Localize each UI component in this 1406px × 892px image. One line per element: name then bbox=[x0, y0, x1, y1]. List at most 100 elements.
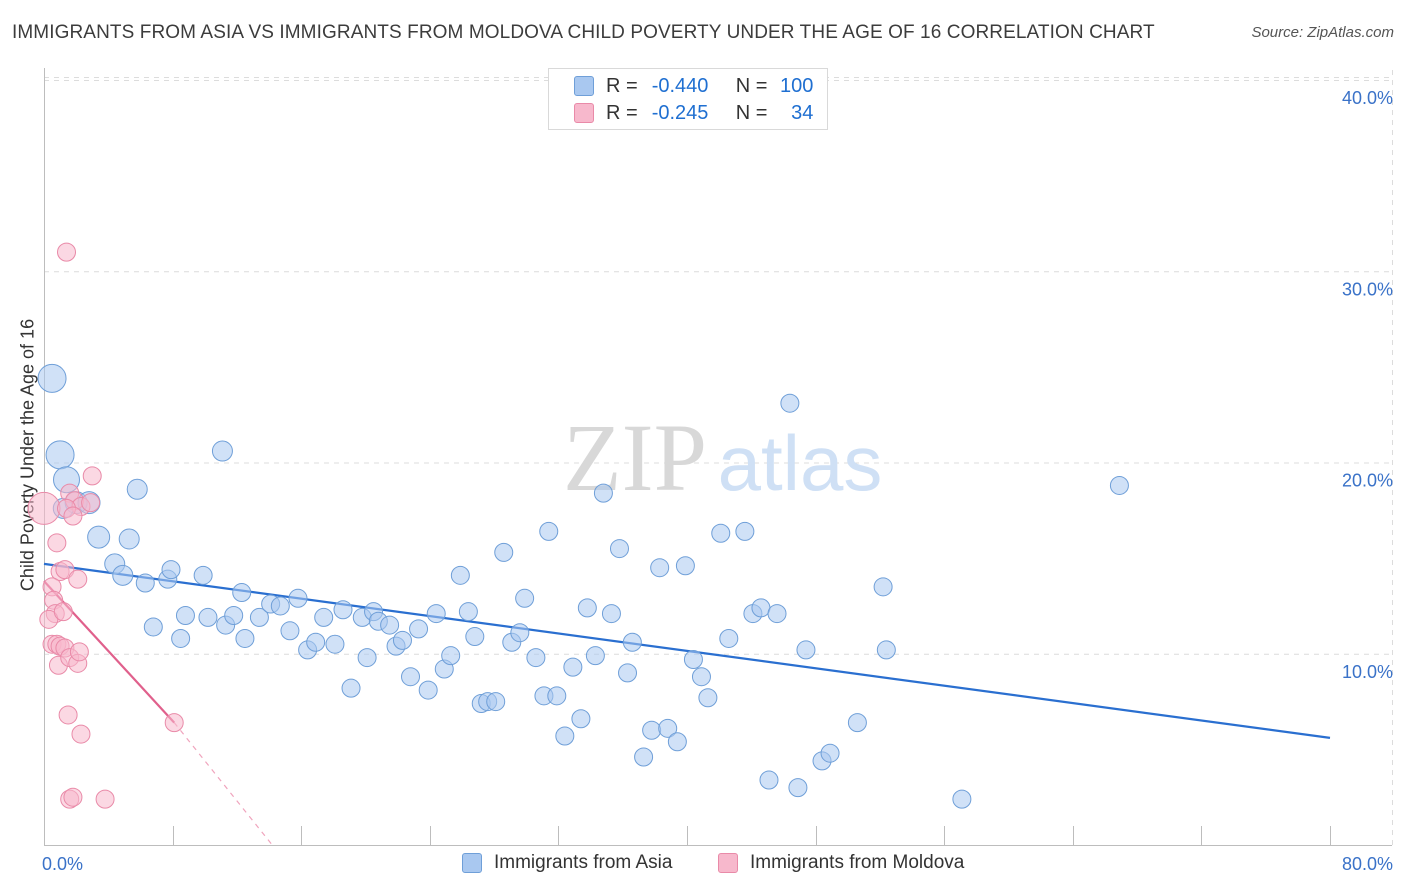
data-point-asia bbox=[820, 743, 840, 763]
data-point-asia bbox=[539, 521, 559, 541]
data-point-asia bbox=[235, 628, 255, 648]
data-point-asia bbox=[735, 521, 755, 541]
data-point-asia bbox=[357, 648, 377, 668]
stats-n-value: 100 bbox=[780, 74, 814, 97]
data-point-asia bbox=[458, 602, 478, 622]
data-point-asia bbox=[1109, 475, 1129, 495]
data-point-asia bbox=[873, 577, 893, 597]
data-point-asia bbox=[333, 600, 353, 620]
data-point-asia bbox=[249, 607, 269, 627]
data-point-asia bbox=[341, 678, 361, 698]
trend-line-moldova-extension bbox=[173, 722, 273, 846]
data-point-moldova bbox=[47, 533, 67, 553]
stats-row-asia: R = -0.440 N = 100 bbox=[549, 73, 813, 99]
data-point-asia bbox=[711, 523, 731, 543]
data-point-moldova bbox=[55, 560, 75, 580]
data-point-moldova bbox=[164, 713, 184, 733]
series-asia-points bbox=[37, 363, 1129, 809]
legend-label-moldova: Immigrants from Moldova bbox=[750, 852, 965, 873]
stats-n-label: N = bbox=[735, 74, 768, 97]
data-point-asia bbox=[161, 560, 181, 580]
data-point-asia bbox=[87, 525, 111, 549]
data-point-asia bbox=[796, 640, 816, 660]
data-point-moldova bbox=[69, 642, 89, 662]
data-point-moldova bbox=[63, 787, 83, 807]
data-point-asia bbox=[571, 709, 591, 729]
data-point-asia bbox=[418, 680, 438, 700]
data-point-asia bbox=[232, 583, 252, 603]
data-point-asia bbox=[876, 640, 896, 660]
data-point-asia bbox=[465, 627, 485, 647]
data-point-asia bbox=[37, 363, 67, 393]
data-point-asia bbox=[622, 632, 642, 652]
legend-swatch-asia bbox=[462, 853, 482, 873]
legend-item-moldova[interactable]: Immigrants from Moldova bbox=[718, 852, 964, 874]
watermark: ZIP atlas bbox=[563, 404, 882, 511]
data-point-asia bbox=[135, 573, 155, 593]
legend-swatch-moldova bbox=[718, 853, 738, 873]
data-point-asia bbox=[667, 732, 687, 752]
stats-swatch-moldova bbox=[574, 103, 594, 123]
data-point-moldova bbox=[81, 493, 101, 513]
data-point-moldova bbox=[57, 242, 77, 262]
data-point-asia bbox=[767, 604, 787, 624]
data-point-asia bbox=[675, 556, 695, 576]
data-point-asia bbox=[314, 607, 334, 627]
data-point-asia bbox=[211, 440, 233, 462]
data-point-asia bbox=[441, 646, 461, 666]
stats-r-label: R = bbox=[606, 101, 638, 124]
data-point-moldova bbox=[27, 491, 61, 525]
y-tick-label: 30.0% bbox=[1342, 279, 1393, 299]
axes bbox=[44, 68, 1392, 846]
stats-r-value: -0.245 bbox=[651, 101, 709, 124]
data-point-asia bbox=[634, 747, 654, 767]
data-point-asia bbox=[526, 648, 546, 668]
data-point-asia bbox=[563, 657, 583, 677]
data-point-asia bbox=[325, 634, 345, 654]
data-point-asia bbox=[547, 686, 567, 706]
y-tick-label: 40.0% bbox=[1342, 88, 1393, 108]
y-tick-label: 10.0% bbox=[1342, 662, 1393, 682]
data-point-asia bbox=[759, 770, 779, 790]
data-point-asia bbox=[401, 667, 421, 687]
data-point-asia bbox=[515, 588, 535, 608]
data-point-asia bbox=[118, 528, 140, 550]
stats-n-value: 34 bbox=[791, 101, 814, 124]
data-point-asia bbox=[426, 604, 446, 624]
data-point-asia bbox=[198, 607, 218, 627]
data-point-asia bbox=[683, 649, 703, 669]
tick-labels: 10.0% 20.0% 30.0% 40.0% 0.0% 80.0% bbox=[42, 88, 1393, 874]
data-point-asia bbox=[494, 542, 514, 562]
data-point-moldova bbox=[82, 466, 102, 486]
data-point-asia bbox=[658, 718, 678, 738]
legend-item-asia[interactable]: Immigrants from Asia bbox=[462, 852, 672, 874]
data-point-moldova bbox=[58, 705, 78, 725]
data-point-asia bbox=[555, 726, 575, 746]
data-point-asia bbox=[450, 565, 470, 585]
data-point-asia bbox=[306, 632, 326, 652]
data-point-asia bbox=[380, 615, 400, 635]
data-point-asia bbox=[486, 692, 506, 712]
data-point-asia bbox=[847, 713, 867, 733]
data-point-asia bbox=[780, 393, 800, 413]
data-point-asia bbox=[193, 565, 213, 585]
data-point-asia bbox=[691, 667, 711, 687]
data-point-asia bbox=[392, 630, 412, 650]
stats-swatch-asia bbox=[574, 76, 594, 96]
data-point-moldova bbox=[68, 569, 88, 589]
trend-line-asia bbox=[43, 562, 1331, 739]
data-point-asia bbox=[952, 789, 972, 809]
series-moldova-points bbox=[27, 242, 184, 809]
data-point-moldova bbox=[63, 506, 83, 526]
data-point-asia bbox=[788, 778, 808, 798]
data-point-asia bbox=[171, 628, 191, 648]
data-point-asia bbox=[143, 617, 163, 637]
trend-lines bbox=[43, 562, 1331, 846]
stats-n-label: N = bbox=[735, 101, 768, 124]
stats-r-value: -0.440 bbox=[651, 74, 709, 97]
data-point-asia bbox=[270, 596, 290, 616]
source-label: Source: ZipAtlas.com bbox=[1251, 24, 1394, 41]
data-point-asia bbox=[650, 558, 670, 578]
data-point-asia bbox=[719, 628, 739, 648]
